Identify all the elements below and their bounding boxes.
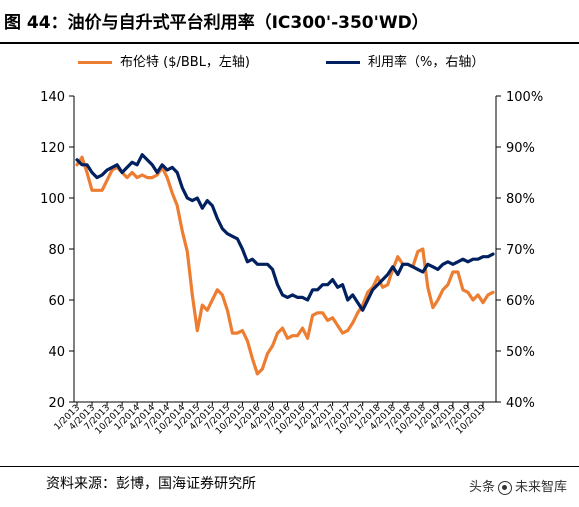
y-right-tick-label: 60% (506, 294, 535, 309)
y-left-tick-label: 20 (48, 396, 65, 411)
title-divider (0, 42, 579, 44)
watermark-prefix: 头条 (468, 480, 495, 495)
series-line-utilization (75, 153, 495, 312)
y-left-tick-label: 80 (48, 243, 65, 258)
legend-label-brent: 布伦特 ($/BBL，左轴) (120, 55, 251, 70)
y-left-tick-label: 40 (48, 345, 65, 360)
legend-swatch-utilization (326, 61, 360, 64)
chart-legend: 布伦特 ($/BBL，左轴) 利用率（%，右轴） (0, 52, 579, 74)
legend-label-utilization: 利用率（%，右轴） (368, 55, 485, 70)
legend-item-brent: 布伦特 ($/BBL，左轴) (78, 52, 250, 74)
source-divider (0, 466, 579, 467)
series-line-brent (75, 155, 495, 376)
y-right-tick-label: 40% (506, 396, 535, 411)
line-chart: 2040608010012014040%50%60%70%80%90%100%1… (40, 90, 543, 437)
legend-item-utilization: 利用率（%，右轴） (326, 52, 484, 74)
watermark: 头条 未来智库 (469, 476, 567, 495)
legend-swatch-brent (78, 61, 112, 64)
y-right-tick-label: 90% (506, 141, 535, 156)
source-note: 资料来源：彭博，国海证券研究所 (46, 476, 256, 492)
y-left-tick-label: 140 (40, 90, 65, 105)
y-right-tick-label: 50% (506, 345, 535, 360)
series-lines (75, 153, 495, 376)
logo-icon (497, 480, 512, 495)
y-right-tick-label: 70% (506, 243, 535, 258)
y-right-tick-label: 80% (506, 192, 535, 207)
y-right-tick-label: 100% (506, 90, 543, 105)
y-left-tick-label: 100 (40, 192, 65, 207)
y-left-tick-label: 120 (40, 141, 65, 156)
chart-title: 图 44：油价与自升式平台利用率（IC300'-350'WD） (4, 13, 429, 33)
watermark-suffix: 未来智库 (514, 480, 567, 495)
y-left-tick-label: 60 (48, 294, 65, 309)
